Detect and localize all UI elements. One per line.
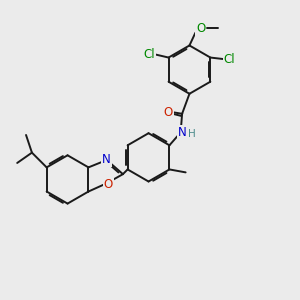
Text: N: N xyxy=(178,126,187,139)
Text: N: N xyxy=(102,153,111,166)
Text: Cl: Cl xyxy=(144,47,155,61)
Text: O: O xyxy=(103,178,113,191)
Text: H: H xyxy=(188,129,196,139)
Text: O: O xyxy=(163,106,172,119)
Text: O: O xyxy=(196,22,205,34)
Text: Cl: Cl xyxy=(224,52,235,65)
